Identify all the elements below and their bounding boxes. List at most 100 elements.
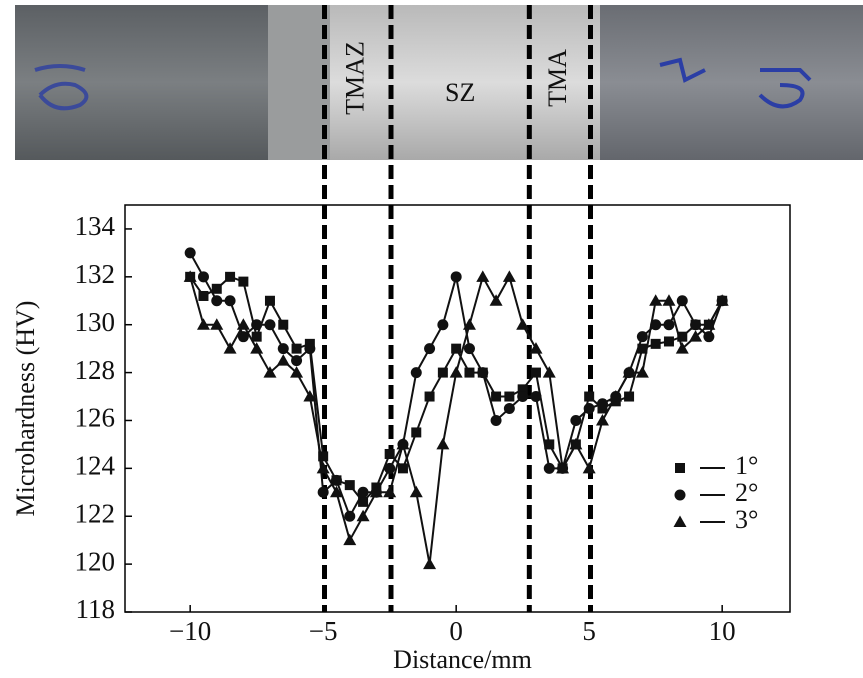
marker-circle <box>344 511 355 522</box>
series-line <box>190 277 722 502</box>
marker-square <box>425 392 435 402</box>
marker-circle <box>677 295 688 306</box>
zone-label: TMA <box>543 49 572 107</box>
marker-square <box>464 368 474 378</box>
marker-circle <box>584 403 595 414</box>
marker-circle <box>544 463 555 474</box>
marker-triangle <box>410 486 423 498</box>
x-tick-label: 5 <box>582 616 596 646</box>
marker-circle <box>504 403 515 414</box>
marker-circle <box>451 271 462 282</box>
marker-triangle <box>343 534 356 546</box>
marker-circle <box>424 343 435 354</box>
marker-circle <box>358 487 369 498</box>
marker-triangle <box>583 462 596 474</box>
y-tick-label: 132 <box>75 259 116 289</box>
marker-square <box>225 272 235 282</box>
marker-circle <box>225 295 236 306</box>
marker-circle <box>477 367 488 378</box>
marker-square <box>345 480 355 490</box>
x-axis-label: Distance/mm <box>393 645 532 674</box>
zone-label: SZ <box>445 78 475 107</box>
marker-triangle <box>436 438 449 450</box>
marker-triangle <box>423 558 436 570</box>
marker-circle <box>464 343 475 354</box>
x-tick-label: −10 <box>169 616 211 646</box>
marker-triangle <box>277 354 290 366</box>
marker-square <box>398 463 408 473</box>
y-tick-label: 134 <box>75 211 116 241</box>
legend-label: 1° <box>735 451 758 480</box>
y-tick-label: 130 <box>75 307 116 337</box>
marker-triangle <box>490 294 503 306</box>
zone-label: TMAZ <box>341 41 370 115</box>
marker-circle <box>437 319 448 330</box>
plot-frame <box>125 205 790 612</box>
marker-square <box>531 368 541 378</box>
specimen-photo <box>15 5 863 160</box>
legend: 1°2°3° <box>674 451 759 534</box>
marker-square <box>278 320 288 330</box>
y-tick-label: 118 <box>76 594 116 624</box>
marker-square <box>624 392 634 402</box>
marker-circle <box>597 398 608 409</box>
marker-circle <box>251 319 262 330</box>
marker-triangle <box>476 270 489 282</box>
marker-square <box>198 291 208 301</box>
marker-circle <box>491 415 502 426</box>
marker-circle <box>211 295 222 306</box>
marker-circle <box>291 355 302 366</box>
series-line <box>190 253 722 516</box>
marker-triangle <box>357 510 370 522</box>
marker-triangle <box>543 366 556 378</box>
marker-square <box>438 368 448 378</box>
marker-circle <box>411 367 422 378</box>
marker-circle <box>198 271 209 282</box>
right-plate <box>600 5 863 160</box>
marker-triangle <box>516 318 529 330</box>
left-haz <box>268 5 330 160</box>
y-tick-label: 120 <box>75 546 116 576</box>
y-tick-label: 124 <box>75 451 116 481</box>
marker-square <box>385 449 395 459</box>
marker-triangle <box>596 414 609 426</box>
x-tick-label: 0 <box>449 616 463 646</box>
y-axis-label: Microhardness (HV) <box>11 301 40 517</box>
marker-circle <box>304 343 315 354</box>
marker-circle <box>384 463 395 474</box>
marker-square <box>292 344 302 354</box>
marker-square <box>252 332 262 342</box>
marker-square <box>411 427 421 437</box>
x-tick-label: −5 <box>309 616 338 646</box>
y-tick-label: 126 <box>75 403 116 433</box>
marker-square <box>491 392 501 402</box>
x-tick-label: 10 <box>709 616 736 646</box>
marker-square <box>238 277 248 287</box>
marker-triangle <box>224 342 237 354</box>
figure: TMAZSZTMA118120122124126128130132134−10−… <box>0 0 863 678</box>
legend-label: 2° <box>735 478 758 507</box>
marker-square <box>212 284 222 294</box>
marker-circle <box>637 331 648 342</box>
marker-circle <box>570 415 581 426</box>
marker-circle <box>530 391 541 402</box>
marker-circle <box>690 319 701 330</box>
marker-square <box>664 336 674 346</box>
marker-circle <box>675 490 686 501</box>
marker-circle <box>264 319 275 330</box>
marker-circle <box>703 331 714 342</box>
marker-square <box>584 392 594 402</box>
marker-triangle <box>450 366 463 378</box>
marker-square <box>451 344 461 354</box>
marker-triangle <box>250 342 263 354</box>
marker-circle <box>517 391 528 402</box>
marker-circle <box>318 487 329 498</box>
marker-triangle <box>503 270 516 282</box>
marker-circle <box>185 247 196 258</box>
marker-circle <box>278 343 289 354</box>
marker-square <box>504 392 514 402</box>
y-tick-label: 122 <box>75 498 116 528</box>
marker-square <box>675 463 685 473</box>
legend-label: 3° <box>735 505 758 534</box>
marker-circle <box>663 319 674 330</box>
